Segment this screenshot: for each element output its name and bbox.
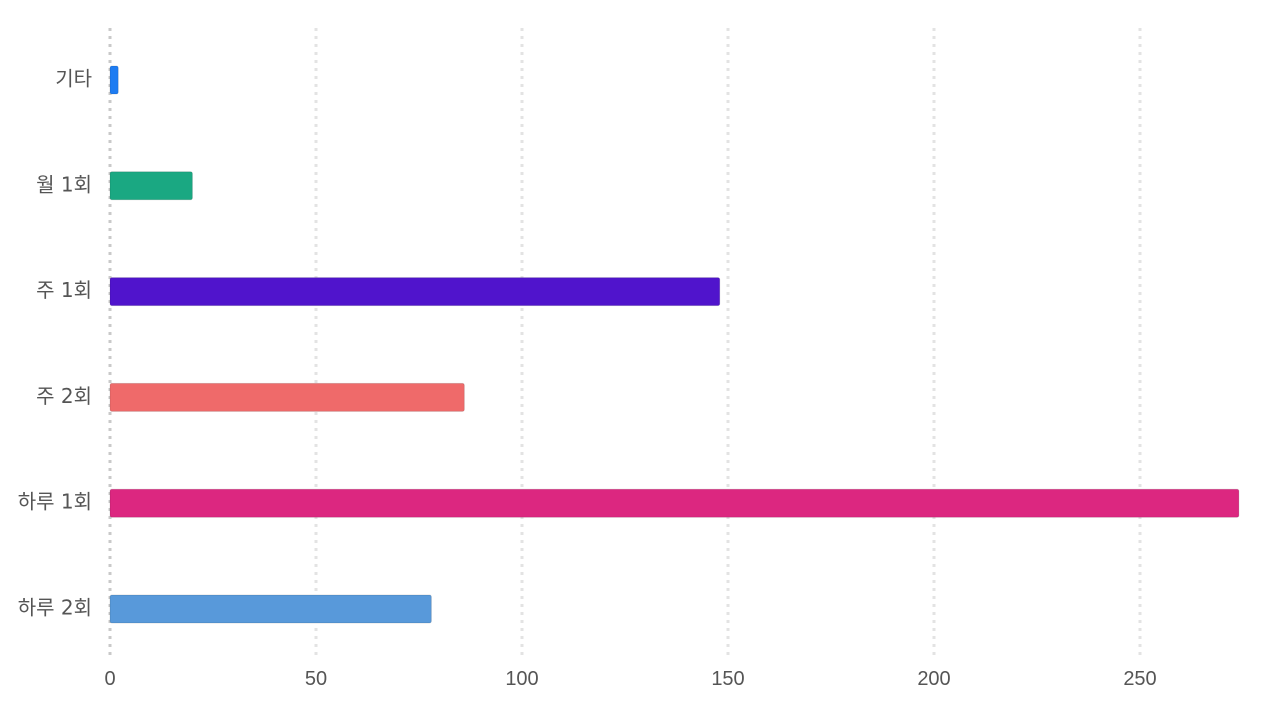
bar-0[interactable] [109,65,119,95]
x-tick-label-100: 100 [505,668,538,690]
chart-grid [108,28,1142,660]
bar-3[interactable] [109,382,465,412]
category-label-2: 주 1회 [36,278,92,302]
category-label-5: 하루 2회 [18,596,92,620]
category-label-0: 기타 [55,67,92,91]
x-tick-label-150: 150 [711,668,744,690]
category-label-3: 주 2회 [36,384,92,408]
category-label-1: 월 1회 [36,172,92,196]
x-tick-label-0: 0 [104,668,115,690]
chart-bars [109,65,1240,624]
category-label-4: 하루 1회 [18,490,92,514]
bar-5[interactable] [109,594,432,624]
bar-4[interactable] [109,488,1240,518]
x-tick-label-50: 50 [305,668,327,690]
x-tick-label-200: 200 [917,668,950,690]
x-tick-label-250: 250 [1123,668,1156,690]
bar-2[interactable] [109,277,721,307]
x-axis-tick-labels: 0 50 100 150 200 250 [104,668,1156,690]
bar-1[interactable] [109,171,193,201]
